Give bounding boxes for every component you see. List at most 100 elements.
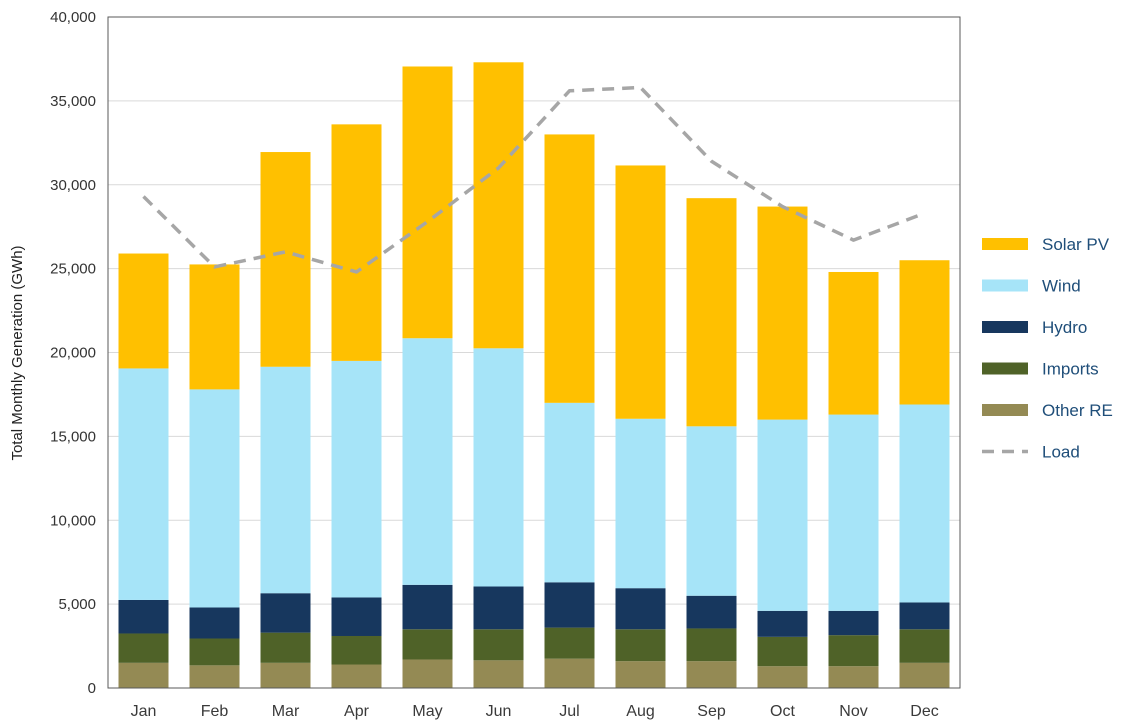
bar-segment-solar-pv-may (402, 66, 453, 339)
bar-segment-hydro-sep (686, 595, 737, 629)
bar-segment-other-re-jun (473, 660, 524, 688)
bar-segment-hydro-mar (260, 593, 311, 633)
bar-segment-solar-pv-dec (899, 260, 950, 405)
legend-label-solar-pv: Solar PV (1042, 235, 1110, 254)
load-line (142, 85, 926, 274)
legend-swatch-wind (982, 279, 1028, 292)
y-tick-label: 30,000 (50, 177, 96, 194)
x-tick-label-feb: Feb (201, 703, 229, 720)
axes: 0 5,000 10,000 15,000 20,000 25,000 30,000 35,0… (50, 9, 961, 720)
y-tick-label: 25,000 (50, 261, 96, 278)
bar-segment-other-re-sep (686, 661, 737, 688)
bar-segment-other-re-may (402, 659, 453, 688)
bar-segment-imports-mar (260, 632, 311, 663)
plot-frame (107, 16, 961, 689)
bar-segment-hydro-oct (757, 610, 808, 637)
bar-segment-solar-pv-jul (544, 134, 595, 403)
bar-segment-wind-oct (757, 419, 808, 611)
bar-segment-solar-pv-aug (615, 165, 666, 419)
legend-label-imports: Imports (1042, 360, 1099, 379)
y-tick-label: 15,000 (50, 428, 96, 445)
bar-segment-imports-oct (757, 636, 808, 667)
bar-segment-other-re-jul (544, 658, 595, 688)
x-tick-label-sep: Sep (697, 703, 726, 720)
x-tick-label-dec: Dec (910, 703, 938, 720)
bar-segment-hydro-nov (828, 610, 879, 636)
legend-swatch-solar-pv (982, 238, 1028, 250)
bar-segment-other-re-nov (828, 666, 879, 688)
bar-segment-imports-jan (118, 633, 169, 663)
bar-segment-wind-apr (331, 360, 382, 598)
bar-segment-hydro-jun (473, 586, 524, 630)
bar-segment-hydro-jan (118, 599, 169, 634)
y-tick-label: 0 (88, 680, 96, 697)
bar-segment-imports-may (402, 629, 453, 660)
legend-label-wind: Wind (1042, 277, 1081, 296)
bar-segment-other-re-aug (615, 661, 666, 688)
bar-segment-solar-pv-nov (828, 271, 879, 415)
x-tick-label-jan: Jan (131, 703, 157, 720)
legend-swatch-other-re (982, 404, 1028, 416)
x-tick-label-aug: Aug (626, 703, 654, 720)
bar-segment-other-re-apr (331, 664, 382, 688)
x-tick-label-mar: Mar (272, 703, 300, 720)
x-tick-label-may: May (412, 703, 442, 720)
x-tick-label-apr: Apr (344, 703, 370, 720)
y-tick-label: 5,000 (58, 596, 96, 613)
bar-segment-hydro-feb (189, 607, 240, 639)
bar-segment-wind-mar (260, 366, 311, 594)
gridlines (108, 16, 960, 605)
legend-label-load: Load (1042, 443, 1080, 462)
bar-segment-hydro-may (402, 584, 453, 630)
legend-label-hydro: Hydro (1042, 318, 1087, 337)
bar-segment-imports-apr (331, 636, 382, 665)
bar-segment-wind-sep (686, 426, 737, 596)
bar-segment-wind-feb (189, 389, 240, 608)
bar-segment-wind-jan (118, 368, 169, 600)
bar-segment-hydro-aug (615, 588, 666, 630)
bar-segment-solar-pv-jun (473, 62, 524, 349)
bar-segment-wind-aug (615, 418, 666, 589)
bar-segment-imports-feb (189, 638, 240, 666)
legend: Solar PV Wind Hydro Imports Other RE Load (982, 235, 1113, 462)
load-line-series (142, 85, 926, 274)
bar-segment-imports-nov (828, 635, 879, 667)
bar-segment-imports-dec (899, 629, 950, 663)
bar-segment-hydro-jul (544, 582, 595, 628)
x-tick-label-oct: Oct (770, 703, 795, 720)
bar-segment-other-re-mar (260, 662, 311, 688)
legend-swatch-imports (982, 362, 1028, 375)
y-tick-label: 10,000 (50, 512, 96, 529)
bar-segment-other-re-dec (899, 662, 950, 688)
bar-segment-wind-dec (899, 404, 950, 603)
x-tick-label-jul: Jul (559, 703, 579, 720)
bar-segment-other-re-jan (118, 662, 169, 688)
bar-segment-solar-pv-jan (118, 253, 169, 369)
legend-swatch-hydro (982, 321, 1028, 333)
x-tick-label-jun: Jun (486, 703, 512, 720)
bar-segment-hydro-dec (899, 602, 950, 630)
x-tick-label-nov: Nov (839, 703, 867, 720)
y-tick-label: 20,000 (50, 345, 96, 362)
bar-segment-hydro-apr (331, 597, 382, 636)
y-axis-title: Total Monthly Generation (GWh) (9, 245, 26, 460)
bar-segment-wind-jul (544, 402, 595, 583)
bar-segment-wind-may (402, 338, 453, 585)
bar-segment-wind-nov (828, 414, 879, 611)
bar-segment-solar-pv-feb (189, 264, 240, 390)
bar-segment-other-re-feb (189, 665, 240, 688)
y-tick-label: 40,000 (50, 9, 96, 26)
bar-segment-imports-sep (686, 628, 737, 662)
bar-segment-solar-pv-sep (686, 198, 737, 427)
bar-segment-solar-pv-apr (331, 124, 382, 361)
legend-label-other-re: Other RE (1042, 401, 1113, 420)
bar-segment-solar-pv-mar (260, 152, 311, 367)
bar-segment-other-re-oct (757, 666, 808, 688)
bar-segment-imports-jun (473, 629, 524, 661)
bar-segment-solar-pv-oct (757, 206, 808, 420)
y-tick-label: 35,000 (50, 93, 96, 110)
bar-segment-imports-aug (615, 629, 666, 662)
bar-segment-wind-jun (473, 348, 524, 587)
